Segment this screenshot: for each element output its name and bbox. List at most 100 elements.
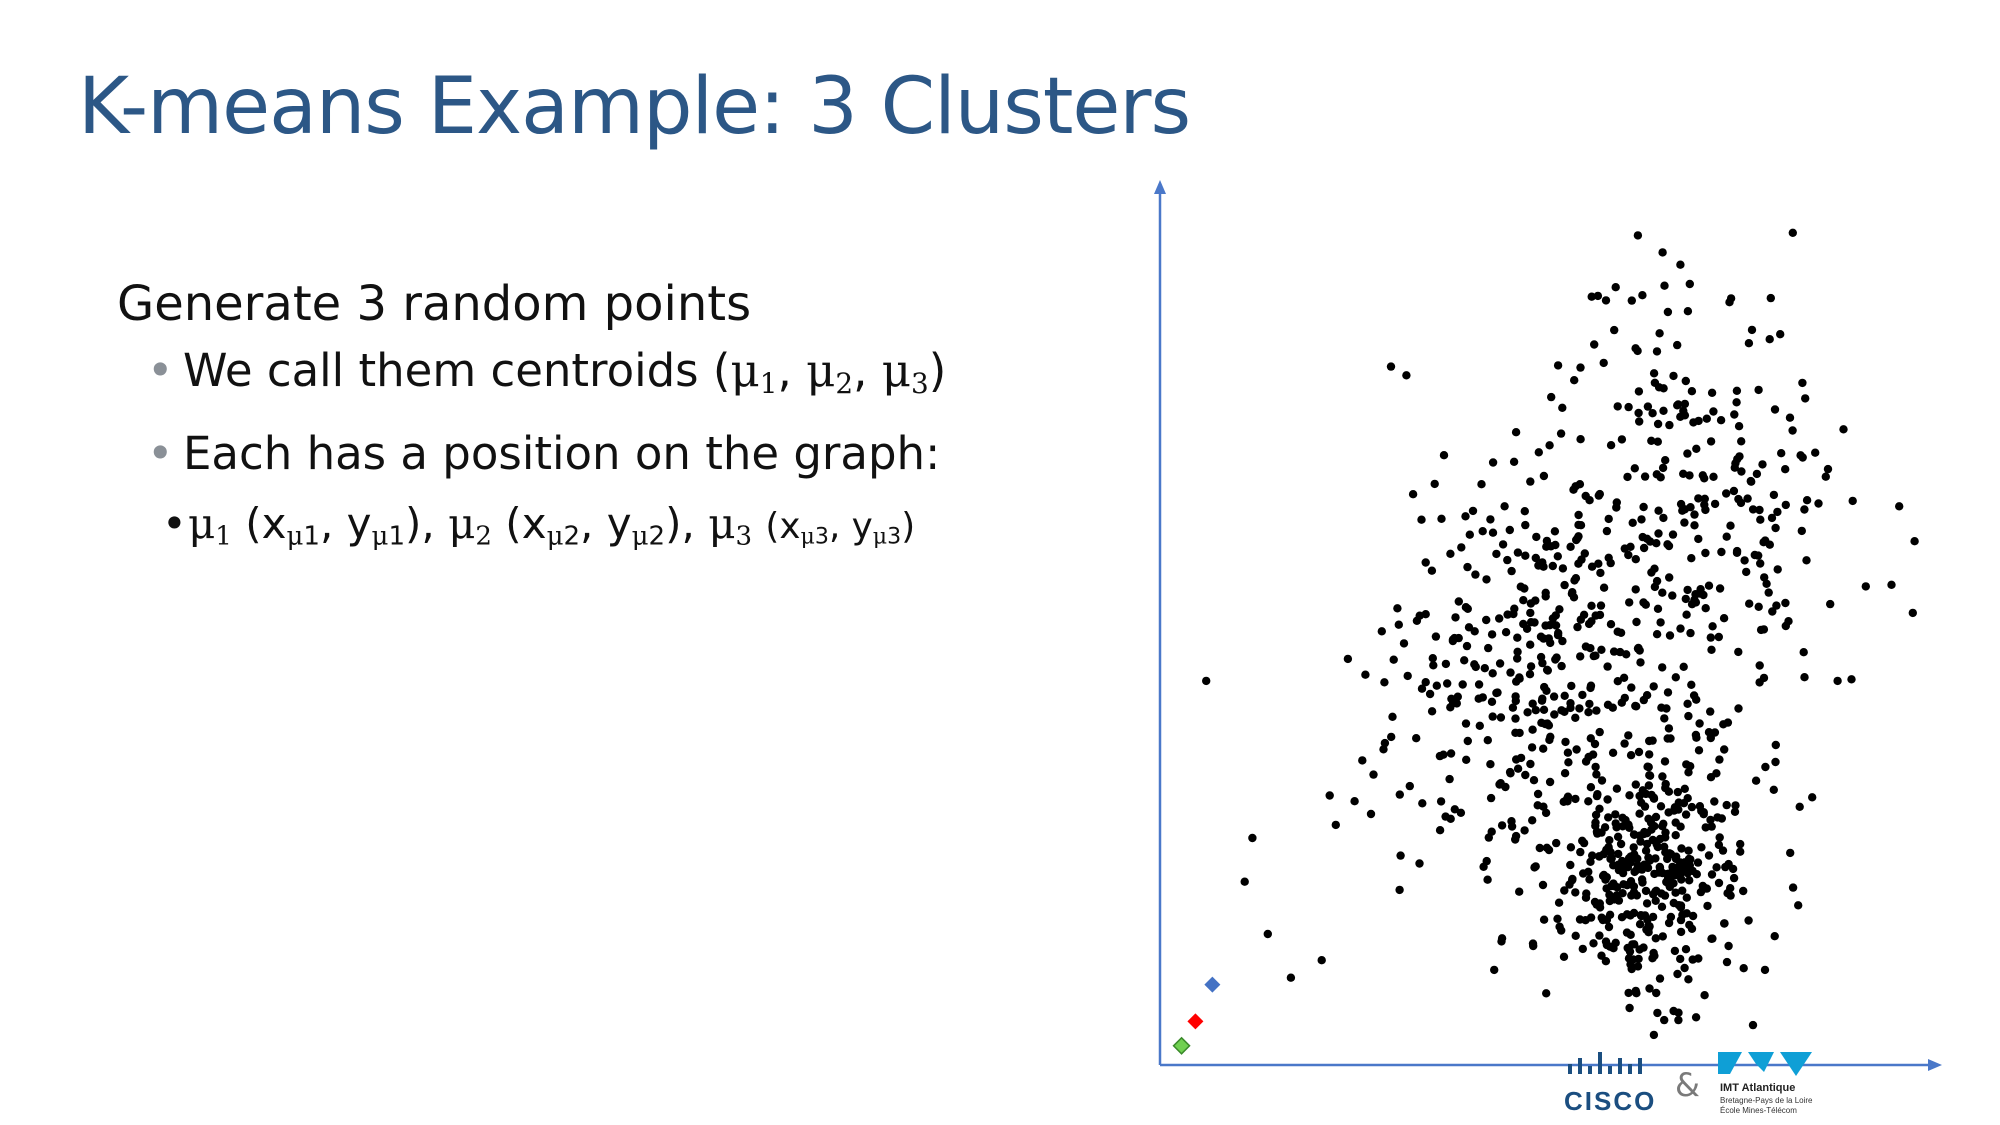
data-point — [1690, 510, 1699, 519]
data-point — [1677, 844, 1686, 853]
coord-mu: μ — [188, 498, 216, 548]
coord-sub-num: 2 — [563, 521, 581, 552]
data-point — [1559, 952, 1569, 961]
data-point — [1676, 412, 1685, 421]
data-point — [1680, 399, 1690, 409]
data-point — [1421, 610, 1430, 619]
data-point — [1403, 671, 1412, 681]
data-point — [1640, 472, 1650, 481]
data-point — [1542, 665, 1552, 674]
data-point — [1632, 617, 1641, 627]
data-point — [1656, 802, 1666, 811]
data-point — [1531, 553, 1540, 563]
data-point — [1550, 527, 1560, 536]
data-point — [1684, 975, 1693, 984]
data-point — [1437, 514, 1446, 523]
cisco-logo-icon — [1568, 1052, 1642, 1074]
coord-y: y — [851, 505, 873, 547]
data-point — [1479, 862, 1488, 871]
data-point — [1240, 877, 1249, 886]
bullet-position-text: Each has a position on the graph: — [183, 426, 941, 480]
data-point — [1724, 941, 1733, 951]
data-point — [1724, 859, 1733, 869]
data-point — [1652, 347, 1662, 356]
data-point — [1760, 573, 1769, 582]
data-point — [1660, 1015, 1669, 1025]
data-point — [1701, 548, 1710, 558]
data-point — [1799, 648, 1808, 657]
data-point — [1558, 403, 1567, 412]
bullet-position: • Each has a position on the graph: — [147, 419, 946, 489]
data-point — [1557, 661, 1566, 671]
data-point — [1626, 960, 1635, 969]
data-point — [1560, 580, 1569, 590]
data-point — [1769, 490, 1779, 500]
data-point — [1788, 883, 1798, 892]
data-point — [1751, 776, 1761, 785]
data-point — [1482, 575, 1491, 584]
data-point — [1574, 532, 1583, 541]
data-point — [1478, 527, 1487, 536]
data-point — [1580, 549, 1589, 558]
data-point — [1683, 585, 1692, 595]
data-point — [1658, 932, 1667, 941]
data-point — [1576, 435, 1585, 444]
data-point — [1488, 458, 1498, 467]
data-point — [1801, 394, 1810, 403]
data-point — [1592, 706, 1601, 715]
data-point — [1848, 496, 1857, 506]
data-point — [1528, 939, 1538, 948]
data-point — [1248, 833, 1257, 843]
data-point — [1676, 822, 1685, 831]
data-point — [1585, 875, 1594, 884]
data-point — [1325, 791, 1334, 800]
data-point — [1576, 652, 1585, 661]
data-point — [1564, 758, 1573, 767]
coord-sub-mu: μ — [800, 523, 815, 550]
data-point — [1647, 436, 1656, 445]
data-point — [1555, 605, 1564, 614]
data-point — [1659, 384, 1668, 393]
data-point — [1546, 542, 1556, 551]
data-point — [1528, 816, 1537, 825]
data-point — [1643, 402, 1653, 411]
data-point — [1694, 416, 1703, 426]
data-point — [1490, 965, 1499, 975]
data-point — [1618, 862, 1627, 872]
data-point — [1665, 573, 1674, 582]
data-point — [1661, 833, 1670, 842]
data-point — [1531, 596, 1540, 605]
data-point — [1756, 559, 1765, 568]
data-point — [1649, 369, 1659, 378]
data-point — [1634, 954, 1643, 964]
data-point — [1605, 836, 1614, 845]
data-point — [1503, 610, 1512, 619]
data-point — [1754, 602, 1763, 611]
data-point — [1737, 437, 1746, 446]
data-point — [1648, 912, 1658, 922]
data-point — [1498, 540, 1508, 549]
coord-sub-mu: μ — [546, 521, 564, 552]
data-point — [1758, 460, 1767, 469]
data-point — [1606, 441, 1616, 450]
data-point — [1697, 843, 1706, 852]
data-point — [1710, 728, 1720, 737]
data-point — [1532, 532, 1541, 542]
data-point — [1545, 777, 1555, 787]
data-point — [1588, 851, 1597, 860]
data-point — [1487, 697, 1497, 706]
data-point — [1645, 750, 1654, 759]
data-point — [1521, 520, 1530, 530]
data-point — [1773, 507, 1782, 517]
data-point — [1637, 515, 1646, 524]
data-point — [1650, 822, 1659, 831]
data-point — [1358, 756, 1367, 765]
data-point — [1493, 688, 1502, 697]
data-point — [1628, 518, 1637, 527]
data-point — [1679, 469, 1688, 478]
data-point — [1653, 437, 1662, 446]
data-point — [1759, 673, 1769, 683]
data-point — [1612, 784, 1622, 793]
data-point — [1651, 896, 1660, 905]
data-point — [1586, 644, 1595, 653]
